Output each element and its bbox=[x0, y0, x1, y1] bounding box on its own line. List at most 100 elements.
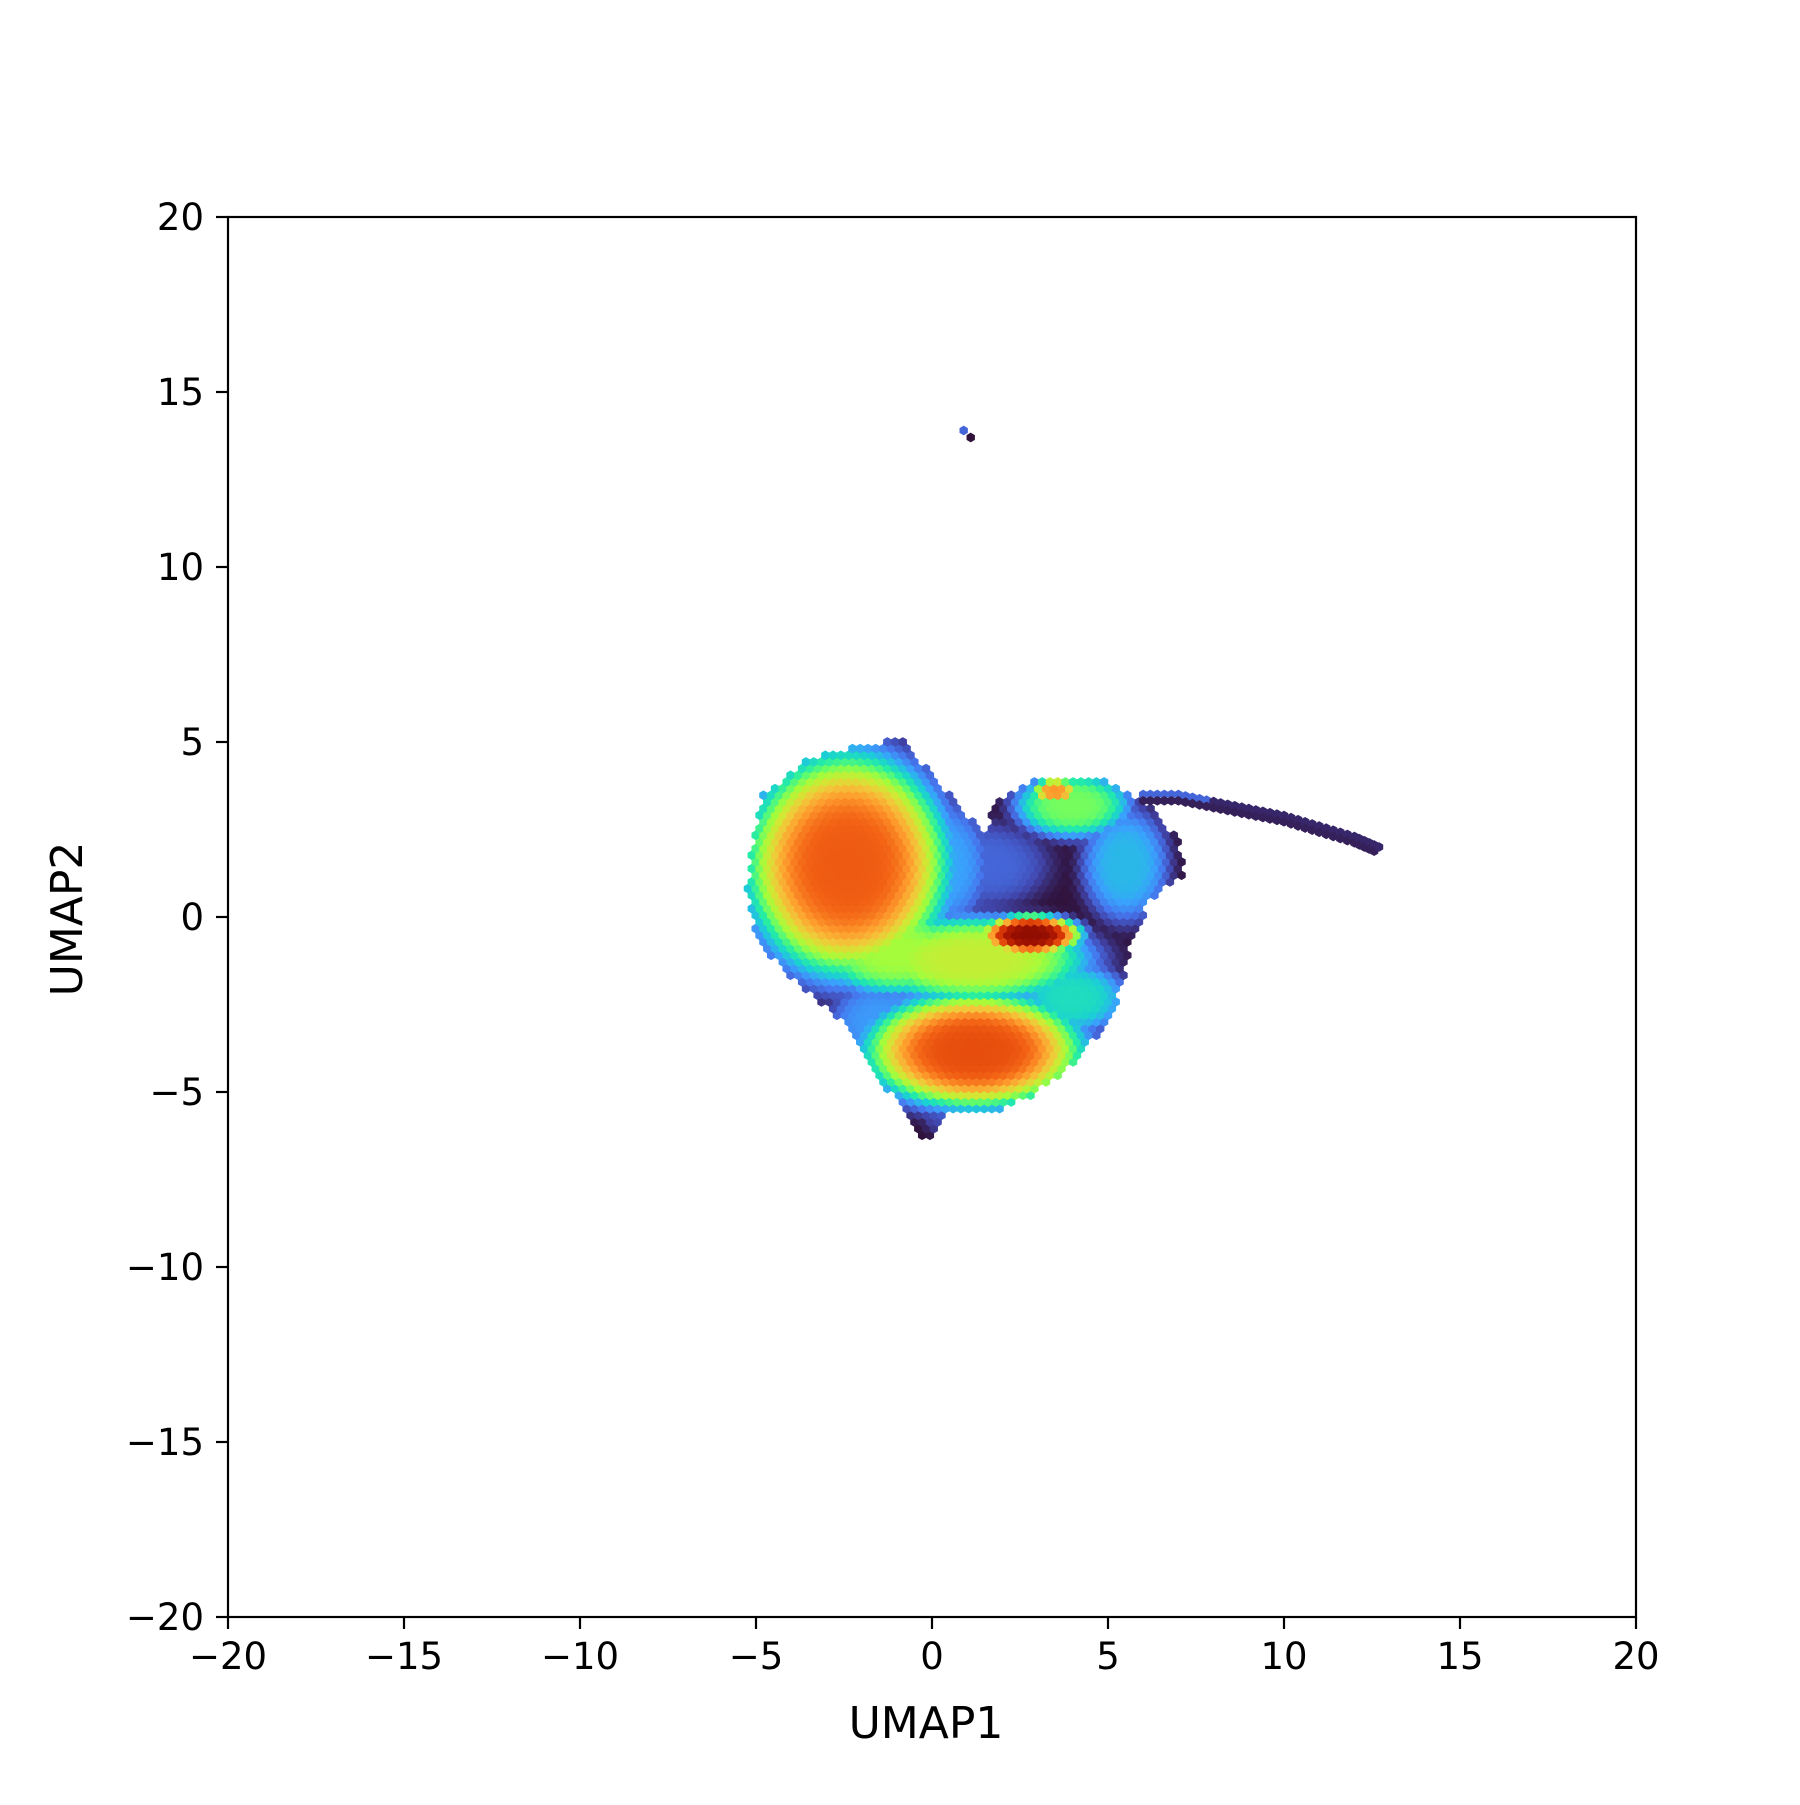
hex-bin bbox=[1115, 897, 1124, 907]
hex-bin bbox=[941, 850, 950, 861]
hex-bin bbox=[886, 743, 896, 754]
hex-bin bbox=[1030, 790, 1039, 801]
hex-bin bbox=[1068, 1030, 1078, 1041]
hex-bin bbox=[848, 743, 857, 754]
hex-bin bbox=[1065, 997, 1074, 1007]
hex-bin bbox=[1026, 850, 1035, 861]
hex-bin bbox=[1138, 910, 1148, 921]
hex-bin bbox=[1092, 990, 1101, 1001]
hex-bin bbox=[929, 897, 938, 907]
hex-bin bbox=[1065, 983, 1074, 994]
hex-bin bbox=[929, 857, 938, 867]
hex-bin bbox=[871, 903, 880, 914]
hex-bin bbox=[956, 957, 966, 967]
hex-bin bbox=[1034, 877, 1043, 887]
hex-bin bbox=[1007, 1017, 1016, 1027]
hex-bin bbox=[906, 817, 915, 827]
hex-bin bbox=[1103, 850, 1113, 861]
hex-bin bbox=[991, 1070, 1000, 1081]
hex-bin bbox=[983, 883, 993, 894]
hex-bin bbox=[782, 897, 791, 907]
hex-bin bbox=[914, 1003, 923, 1014]
hex-bin bbox=[914, 910, 923, 921]
hex-bin bbox=[805, 897, 815, 907]
hex-bin bbox=[968, 817, 977, 827]
hex-bin bbox=[972, 1050, 981, 1061]
hex-bin bbox=[1265, 814, 1275, 824]
hex-bin bbox=[886, 1063, 896, 1074]
hex-bin bbox=[1018, 1077, 1027, 1087]
hex-bin bbox=[794, 770, 803, 781]
hex-bin bbox=[925, 1117, 935, 1127]
hex-bin bbox=[960, 923, 969, 934]
hex-bin bbox=[991, 883, 1000, 894]
hex-bin bbox=[995, 890, 1004, 901]
hex-bin bbox=[945, 1030, 954, 1041]
hex-bin bbox=[972, 1103, 981, 1114]
hex-bin bbox=[879, 877, 888, 887]
hex-bin bbox=[863, 823, 873, 834]
hex-bin bbox=[1076, 790, 1086, 801]
y-tick-label: 5 bbox=[180, 721, 204, 764]
hex-bin bbox=[883, 923, 892, 934]
hex-bin bbox=[964, 1090, 973, 1101]
hex-bin bbox=[945, 817, 954, 827]
hex-bin bbox=[786, 810, 795, 821]
hex-bin bbox=[968, 1083, 977, 1094]
hex-bin bbox=[1041, 970, 1051, 981]
hex-bin bbox=[879, 957, 888, 967]
hex-bin bbox=[766, 910, 776, 921]
hex-bin bbox=[1123, 883, 1132, 894]
hex-bin bbox=[1111, 983, 1120, 994]
hex-bin bbox=[1003, 970, 1012, 981]
hex-bin bbox=[813, 777, 822, 787]
hex-bin bbox=[921, 1097, 931, 1107]
hex-bin bbox=[1007, 910, 1016, 921]
hex-bin bbox=[937, 897, 946, 907]
hex-bin bbox=[813, 843, 822, 854]
hex-bin bbox=[972, 863, 981, 874]
hex-bin bbox=[1045, 883, 1055, 894]
hex-bin bbox=[1026, 863, 1035, 874]
hex-bin bbox=[1150, 823, 1159, 834]
hex-bin bbox=[894, 943, 904, 954]
hex-bin bbox=[1049, 877, 1058, 887]
hex-bin bbox=[979, 863, 989, 874]
hex-bin bbox=[1092, 937, 1101, 947]
hex-bin bbox=[1099, 950, 1109, 961]
hex-bin bbox=[972, 837, 981, 847]
hex-bin bbox=[759, 910, 768, 921]
hex-bin bbox=[1080, 797, 1089, 807]
hex-bin bbox=[883, 1043, 892, 1054]
hex-bin bbox=[906, 763, 915, 774]
hex-bin bbox=[890, 1057, 900, 1067]
hex-bin bbox=[976, 990, 985, 1001]
hex-bin bbox=[914, 923, 923, 934]
hex-bin bbox=[921, 843, 931, 854]
hex-bin bbox=[1034, 810, 1043, 821]
hex-bin bbox=[1057, 943, 1066, 954]
hex-bin bbox=[1049, 1010, 1058, 1021]
hex-bin bbox=[852, 870, 861, 881]
hex-bin bbox=[1022, 977, 1031, 987]
hex-bin bbox=[1154, 883, 1163, 894]
hex-bin bbox=[832, 810, 842, 821]
hex-bin bbox=[1053, 843, 1062, 854]
hex-bin bbox=[1037, 1057, 1047, 1067]
hex-bin-outlier bbox=[959, 425, 968, 436]
hex-bin bbox=[774, 830, 784, 841]
hex-bin bbox=[898, 963, 907, 974]
hex-bin bbox=[1014, 870, 1024, 881]
hex-bin bbox=[1119, 877, 1128, 887]
hex-bin bbox=[871, 837, 880, 847]
hex-bin bbox=[879, 970, 888, 981]
hex-bin bbox=[801, 957, 811, 967]
hex-bin bbox=[1037, 990, 1047, 1001]
hex-bin bbox=[906, 1043, 915, 1054]
hex-bin bbox=[968, 977, 977, 987]
hex-bin bbox=[879, 1037, 888, 1047]
hex-bin bbox=[968, 963, 977, 974]
hex-bin bbox=[875, 1070, 884, 1081]
hex-bin bbox=[933, 970, 942, 981]
